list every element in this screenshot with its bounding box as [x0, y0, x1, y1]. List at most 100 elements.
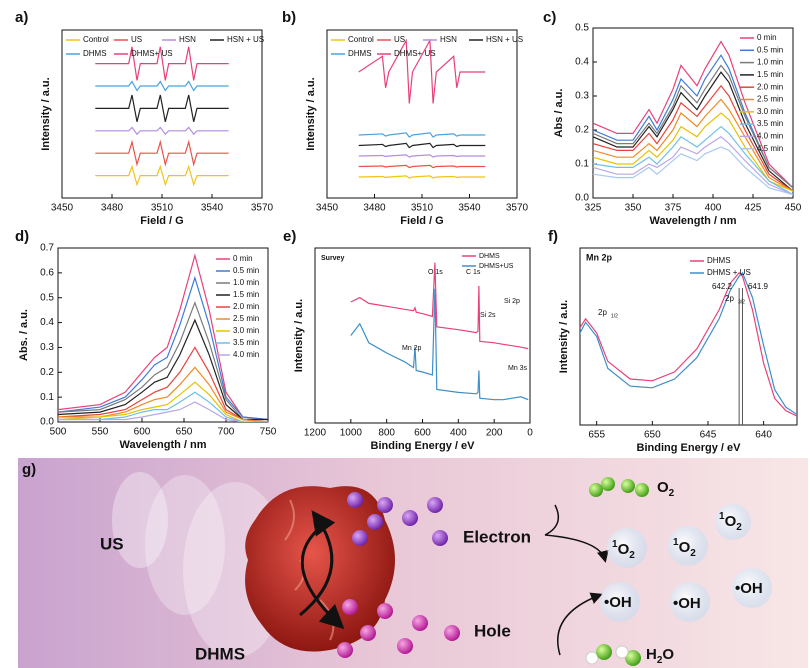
y-tick-label: 0.5: [575, 23, 589, 34]
x-tick-label: 655: [588, 430, 605, 441]
series-line: [358, 38, 486, 104]
series-line: [350, 262, 529, 350]
annotation: Mn 3s: [508, 365, 528, 372]
legend-label: 0.5 min: [757, 45, 783, 54]
oxygen-atom: [596, 644, 612, 660]
electron: [427, 497, 443, 513]
plot-frame: [57, 247, 269, 423]
panel-label: a): [15, 9, 28, 26]
singlet-sup: 1: [719, 511, 725, 522]
legend-label: 1.5 min: [757, 70, 783, 79]
x-axis-label: Wavelength / nm: [120, 439, 207, 451]
annotation: 2p: [598, 308, 607, 317]
series-line: [593, 40, 793, 189]
legend-label: DHMS: [348, 49, 372, 58]
water-base: H: [646, 646, 657, 663]
legend-label: DHMS + US: [707, 268, 751, 277]
dhms-particle: [245, 486, 395, 652]
x-tick-label: 3540: [201, 203, 224, 214]
series-line: [95, 164, 229, 187]
legend-label: HSN: [440, 35, 457, 44]
singlet-oxygen-label: 1O2: [612, 539, 635, 561]
hydrogen-atom: [585, 651, 599, 665]
legend-label: 1.0 min: [757, 58, 783, 67]
singlet-base: O: [618, 541, 630, 558]
panel-title: Mn 2p: [586, 252, 613, 262]
series-line: [58, 346, 268, 422]
x-tick-label: 200: [486, 428, 503, 439]
x-tick-label: 700: [218, 427, 235, 438]
series-line: [58, 366, 268, 422]
y-axis-label: Intensity / a.u.: [40, 77, 52, 150]
series-line: [358, 142, 486, 149]
legend-label: 2.5 min: [233, 314, 259, 323]
y-tick-label: 0.4: [575, 57, 589, 68]
y-tick-label: 0.0: [575, 193, 589, 204]
annotation: 3/2: [738, 299, 745, 305]
legend-label: HSN + US: [486, 35, 523, 44]
electron: [432, 530, 448, 546]
singlet-sup: 1: [612, 539, 618, 550]
series-line: [358, 154, 486, 158]
x-tick-label: 325: [585, 203, 602, 214]
electron: [347, 492, 363, 508]
oxygen-sub: 2: [669, 488, 675, 499]
y-axis-label: Intensity / a.u.: [558, 300, 570, 373]
y-tick-label: 0.3: [575, 91, 589, 102]
legend-label: 0 min: [233, 254, 253, 263]
y-axis-label: Intensity / a.u.: [293, 299, 305, 372]
x-tick-label: 645: [700, 430, 717, 441]
panel-label: d): [15, 228, 29, 245]
x-tick-label: 750: [260, 427, 277, 438]
panel-label: b): [282, 9, 296, 26]
reaction-arrow: [544, 504, 560, 536]
series-line: [593, 71, 793, 192]
panel-label: c): [543, 9, 556, 26]
legend-label: 1.0 min: [233, 278, 259, 287]
legend-label: Control: [348, 35, 374, 44]
hydroxyl-label: •OH: [604, 594, 632, 611]
oxygen-atom: [621, 479, 635, 493]
oxygen-atom: [589, 483, 603, 497]
series-line: [593, 125, 793, 196]
x-tick-label: 3570: [251, 203, 274, 214]
legend-label: 2.0 min: [233, 302, 259, 311]
x-tick-label: 3510: [411, 203, 434, 214]
annotation: O 1s: [428, 269, 443, 276]
series-line: [350, 288, 529, 401]
legend-label: HSN + US: [227, 35, 264, 44]
legend-label: 4.0 min: [757, 132, 783, 141]
water-molecule: [585, 644, 641, 666]
x-tick-label: 3570: [506, 203, 529, 214]
x-tick-label: 600: [134, 427, 151, 438]
series-line: [58, 253, 268, 421]
series-line: [95, 46, 229, 81]
x-tick-label: 3510: [151, 203, 174, 214]
bubble: [732, 568, 772, 608]
annotation: 2p: [725, 294, 734, 303]
y-axis-label: Intensity / a.u.: [305, 77, 317, 150]
hole: [444, 625, 460, 641]
y-axis-label: Abs. / a.u.: [18, 309, 30, 361]
reference-label: 641.9: [748, 282, 769, 291]
legend-label: DHMS: [479, 253, 500, 260]
electron: [402, 510, 418, 526]
series-line: [593, 98, 793, 192]
x-tick-label: 600: [414, 428, 431, 439]
y-tick-label: 0.2: [575, 125, 589, 136]
series-line: [593, 136, 793, 196]
electron-label: Electron: [463, 527, 531, 546]
hydrogen-atom: [615, 645, 629, 659]
electrons: [347, 492, 448, 546]
hydroxyl-label: •OH: [673, 595, 701, 612]
series-line: [58, 275, 268, 421]
us-label: US: [100, 534, 124, 553]
x-tick-label: 3480: [363, 203, 386, 214]
panel-title: Survey: [321, 255, 344, 262]
series-line: [58, 401, 268, 422]
plot-frame: [314, 247, 531, 424]
series-line: [358, 164, 486, 169]
singlet-base: O: [725, 513, 737, 530]
ultrasound-wave: [112, 472, 168, 568]
